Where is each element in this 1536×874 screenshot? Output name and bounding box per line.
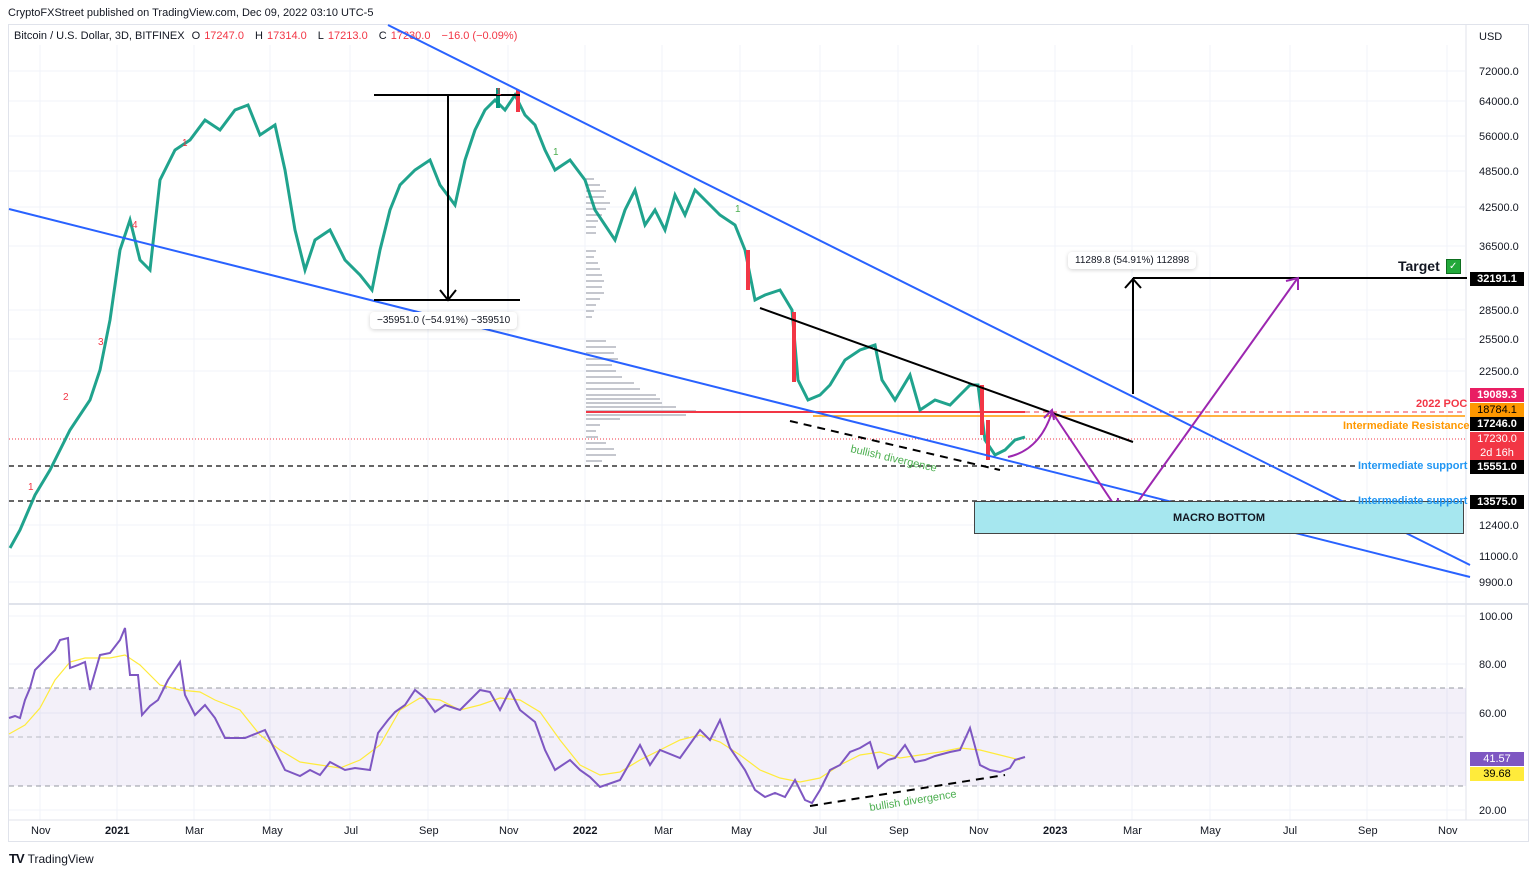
gridlines [9,45,1465,820]
price-tag-support-1: 15551.0 [1470,460,1524,474]
svg-text:2023: 2023 [1043,825,1067,837]
svg-text:28500.0: 28500.0 [1479,305,1519,317]
support-label-2: Intermediate support [1358,495,1468,507]
upper-trendline[interactable] [387,24,1471,566]
target-label: Target ✓ [1398,258,1461,274]
svg-text:Mar: Mar [654,825,673,837]
td-counts: 1 2 3 4 1 1 1 1 [28,87,741,493]
rsi-ma-value-tag: 39.68 [1470,767,1524,781]
ohlc-low: L 17213.0 [317,30,368,42]
svg-text:60.00: 60.00 [1479,708,1507,720]
price-tag-support-2: 13575.0 [1470,495,1524,509]
symbol-title: Bitcoin / U.S. Dollar, 3D, BITFINEX [14,30,185,42]
svg-text:1: 1 [553,147,559,158]
svg-text:22500.0: 22500.0 [1479,366,1519,378]
svg-text:12400.0: 12400.0 [1479,520,1519,532]
macro-bottom-label: MACRO BOTTOM [1172,511,1266,524]
svg-text:Sep: Sep [1358,825,1378,837]
svg-text:56000.0: 56000.0 [1479,131,1519,143]
rsi-divergence-line [809,774,1006,807]
svg-text:36500.0: 36500.0 [1479,241,1519,253]
svg-text:2022: 2022 [573,825,597,837]
svg-text:Jul: Jul [344,825,358,837]
measure-up-tool[interactable] [1124,277,1467,394]
price-tag-target: 32191.1 [1470,272,1524,286]
ohlc-change: −16.0 (−0.09%) [441,30,518,42]
svg-text:Mar: Mar [185,825,204,837]
svg-text:72000.0: 72000.0 [1479,66,1519,78]
price-divergence-line [789,420,1001,471]
svg-text:Nov: Nov [1438,825,1458,837]
chart-frame [8,24,1529,842]
rsi-value-tag: 41.57 [1470,752,1524,766]
svg-text:2021: 2021 [105,825,129,837]
svg-text:Sep: Sep [889,825,909,837]
rsi-axis[interactable]: 100.00 80.00 60.00 20.00 [1479,611,1513,817]
rsi-band [9,688,1466,786]
price-tag-last: 17230.0 [1470,432,1524,446]
price-divergence-label: bullish divergence [849,443,938,475]
svg-text:Mar: Mar [1123,825,1142,837]
svg-text:25500.0: 25500.0 [1479,334,1519,346]
svg-text:100.00: 100.00 [1479,611,1513,623]
check-icon: ✓ [1445,258,1461,274]
support-label-1: Intermediate support [1358,460,1468,472]
svg-text:1: 1 [735,204,741,215]
publisher-line: CryptoFXStreet published on TradingView.… [8,7,374,19]
tradingview-logo[interactable]: TV TradingView [9,851,94,866]
rsi-line [8,627,1026,805]
price-series [8,92,1026,549]
svg-text:4: 4 [132,220,138,231]
svg-text:64000.0: 64000.0 [1479,96,1519,108]
measure-down-tool[interactable] [374,94,520,302]
measure-down-label: −35951.0 (−54.91%) −359510 [370,312,518,329]
svg-text:1: 1 [496,87,502,98]
resistance-label: Intermediate Resistance [1343,420,1470,432]
poc-label: 2022 POC [1416,398,1468,410]
svg-text:Jul: Jul [1283,825,1297,837]
svg-text:May: May [1200,825,1221,837]
time-axis[interactable]: Nov 2021 Mar May Jul Sep Nov 2022 Mar Ma… [31,825,1458,837]
measure-up-label: 11289.8 (54.91%) 112898 [1068,252,1197,269]
svg-text:80.00: 80.00 [1479,659,1507,671]
svg-text:Nov: Nov [499,825,519,837]
svg-text:USD: USD [1479,31,1502,43]
macro-bottom-zone[interactable]: MACRO BOTTOM [974,501,1464,534]
svg-text:May: May [731,825,752,837]
svg-text:48500.0: 48500.0 [1479,166,1519,178]
svg-text:Jul: Jul [813,825,827,837]
svg-text:3: 3 [98,337,104,348]
svg-text:2: 2 [63,392,69,403]
svg-text:1: 1 [182,138,188,149]
svg-text:20.00: 20.00 [1479,805,1507,817]
svg-text:Sep: Sep [419,825,439,837]
price-tag-resistance: 18784.1 [1470,403,1524,417]
ohlc-open: O 17247.0 [191,30,244,42]
svg-text:1: 1 [28,482,34,493]
rsi-ma-line [8,654,1021,783]
price-axis[interactable]: USD 72000.0 64000.0 56000.0 48500.0 4250… [1479,31,1519,589]
local-resistance-trendline[interactable] [759,307,1134,443]
svg-text:Nov: Nov [969,825,989,837]
projection-arrows [1007,276,1299,512]
ohlc-high: H 17314.0 [255,30,307,42]
svg-text:May: May [262,825,283,837]
svg-text:9900.0: 9900.0 [1479,577,1513,589]
countdown-tag: 2d 16h [1470,446,1524,460]
candles-sample [496,88,990,460]
price-tag-poc: 19089.3 [1470,388,1524,402]
svg-text:42500.0: 42500.0 [1479,202,1519,214]
tradingview-logo-icon: TV [9,851,25,866]
price-tag-17246: 17246.0 [1470,417,1524,431]
svg-text:Nov: Nov [31,825,51,837]
svg-text:11000.0: 11000.0 [1479,551,1518,563]
